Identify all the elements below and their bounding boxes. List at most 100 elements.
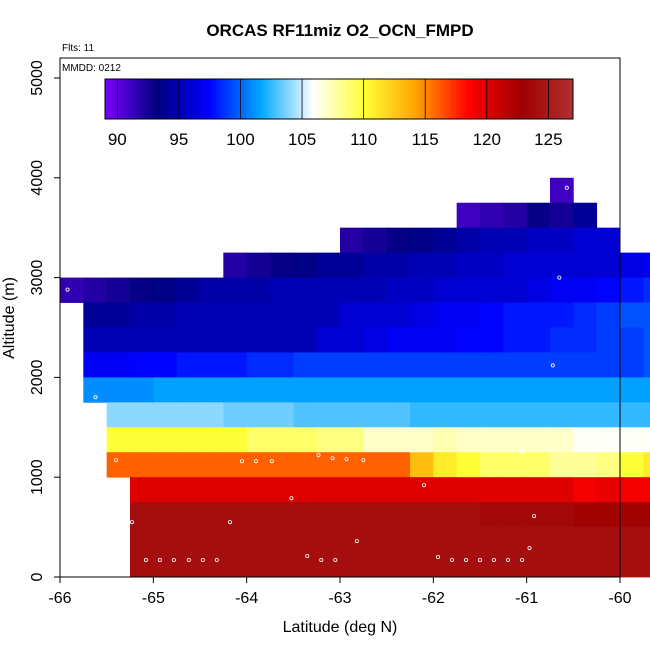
colorbar-swatch	[468, 79, 472, 119]
heatmap-cell	[480, 202, 504, 229]
heatmap-cell	[456, 452, 481, 478]
colorbar-swatch	[422, 79, 426, 119]
heatmap-cell	[316, 302, 341, 328]
heatmap-cell	[340, 427, 364, 453]
heatmap-cell	[503, 452, 528, 478]
heatmap-cell	[176, 277, 201, 303]
sample-point	[239, 459, 244, 464]
heatmap-cell	[386, 477, 411, 503]
heatmap-cell	[596, 352, 621, 378]
heatmap-cell	[526, 377, 551, 403]
sample-point	[421, 483, 426, 488]
x-axis: -66 -65 -64 -63 -62 -61 -60	[48, 577, 632, 607]
colorbar-swatch	[181, 79, 186, 119]
colorbar-swatch	[443, 79, 448, 119]
colorbar-tick-label: 125	[534, 130, 562, 149]
heatmap-cell	[246, 302, 271, 328]
heatmap-cell	[176, 377, 201, 403]
heatmap-cell	[480, 427, 504, 453]
heatmap-cell	[293, 252, 318, 278]
heatmap-cell	[643, 277, 650, 303]
heatmap-cell	[246, 552, 271, 578]
colorbar-swatch	[200, 79, 205, 119]
heatmap-cell	[433, 477, 458, 503]
heatmap-cell	[130, 527, 154, 553]
colorbar-swatch	[366, 79, 371, 119]
colorbar-swatch	[271, 79, 275, 119]
heatmap-cell	[340, 527, 364, 553]
heatmap-cell	[223, 252, 248, 278]
heatmap-cell	[223, 352, 248, 378]
heatmap-cell	[270, 377, 294, 403]
heatmap-cell	[246, 427, 271, 453]
colorbar-swatch	[375, 79, 380, 119]
heatmap-cell	[316, 377, 341, 403]
heatmap-cell	[433, 377, 458, 403]
sample-point	[186, 558, 191, 563]
colorbar-swatch	[141, 79, 146, 119]
colorbar-swatch	[145, 79, 149, 119]
heatmap-cell	[503, 277, 528, 303]
colorbar-swatch	[123, 79, 128, 119]
heatmap-cell	[246, 277, 271, 303]
colorbar-swatch	[117, 79, 121, 119]
heatmap-cell	[293, 402, 318, 428]
heatmap-cell	[620, 477, 644, 503]
heatmap-cell	[596, 277, 621, 303]
heatmap-cell	[620, 402, 644, 428]
x-tick-label: -64	[235, 590, 258, 607]
heatmap-cell	[246, 452, 271, 478]
heatmap-cell	[410, 227, 434, 254]
flights-annotation: Flts: 11	[62, 43, 94, 54]
heatmap-cell	[293, 427, 318, 453]
heatmap-cell	[340, 227, 364, 254]
heatmap-cell	[410, 527, 434, 553]
colorbar-swatch	[166, 79, 171, 119]
heatmap-cell	[106, 402, 131, 428]
colorbar-swatch	[459, 79, 463, 119]
colorbar-swatch	[554, 79, 559, 119]
heatmap-cell	[620, 327, 644, 353]
colorbar-swatch	[403, 79, 408, 119]
heatmap-cell	[596, 302, 621, 328]
colorbar-swatch	[431, 79, 435, 119]
heatmap-cell	[176, 527, 201, 553]
heatmap-cell	[550, 527, 574, 553]
heatmap-cell	[503, 227, 528, 254]
colorbar-tick-label: 115	[412, 130, 439, 149]
heatmap-cell	[316, 402, 341, 428]
heatmap-cell	[363, 227, 388, 254]
heatmap-cell	[130, 302, 154, 328]
colorbar-swatch	[280, 79, 285, 119]
heatmap-cell	[363, 277, 388, 303]
colorbar-swatch	[246, 79, 251, 119]
colorbar-swatch	[172, 79, 177, 119]
sample-point	[333, 558, 338, 563]
heatmap-cell	[480, 377, 504, 403]
heatmap-cell	[620, 427, 644, 453]
heatmap-cell	[363, 377, 388, 403]
heatmap-cell	[363, 402, 388, 428]
y-tick-label: 4000	[29, 160, 46, 196]
colorbar-swatch	[536, 79, 540, 119]
colorbar-swatch	[532, 79, 537, 119]
y-tick-label: 5000	[29, 60, 46, 96]
colorbar-swatch	[354, 79, 358, 119]
heatmap-cell	[550, 177, 574, 204]
heatmap-cell	[550, 302, 574, 328]
colorbar-swatch	[105, 79, 109, 119]
sample-point	[491, 558, 496, 563]
heatmap-cell	[316, 552, 341, 578]
heatmap-cell	[573, 452, 598, 478]
heatmap-cell	[456, 202, 481, 229]
colorbar-swatch	[428, 79, 432, 119]
heatmap-cell	[410, 377, 434, 403]
heatmap-cell	[293, 552, 318, 578]
colorbar-swatch	[551, 79, 556, 119]
heatmap-cell	[316, 277, 341, 303]
heatmap-cell	[130, 377, 154, 403]
heatmap-cell	[153, 477, 178, 503]
colorbar-swatch	[446, 79, 451, 119]
heatmap-cell	[153, 427, 178, 453]
colorbar-swatch	[379, 79, 383, 119]
